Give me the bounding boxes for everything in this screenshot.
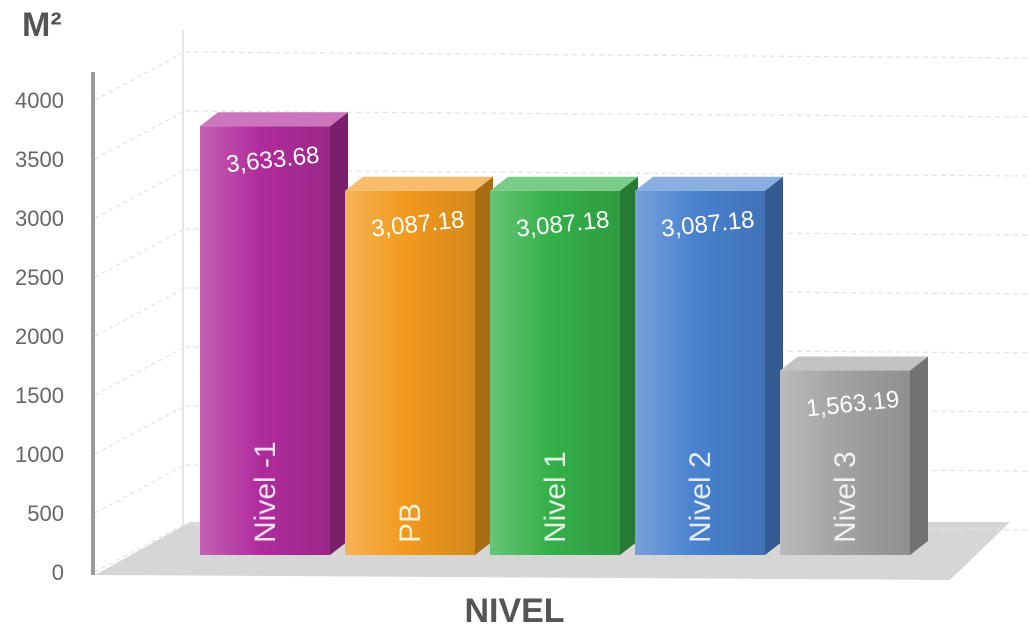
bar-5 [780, 370, 910, 555]
gridline [184, 51, 1029, 59]
bar-side [475, 176, 493, 555]
gridline-diagonal [94, 228, 186, 278]
gridline-diagonal [94, 51, 186, 101]
gridline-diagonal [94, 523, 186, 573]
x-axis-title: NIVEL [464, 592, 565, 630]
category-label: PB [394, 503, 427, 543]
y-tick-label: 4000 [15, 88, 64, 113]
bar-top [635, 176, 783, 191]
category-label: Nivel -1 [249, 441, 282, 543]
y-tick-label: 0 [52, 560, 64, 585]
bar-top [780, 356, 928, 371]
bar-top [345, 176, 493, 191]
bar-side [620, 176, 638, 555]
y-tick-label: 1000 [15, 442, 64, 467]
bar-3 [490, 190, 620, 555]
category-label: Nivel 3 [829, 451, 862, 543]
y-axis-title: M² [22, 6, 62, 44]
gridline-diagonal [94, 464, 186, 514]
bar-4 [635, 190, 765, 555]
gridline-diagonal [94, 346, 186, 396]
y-tick-label: 1500 [15, 383, 64, 408]
gridline [184, 287, 1029, 295]
gridline-diagonal [94, 169, 186, 219]
y-tick-label: 2500 [15, 265, 64, 290]
category-label: Nivel 1 [539, 451, 572, 543]
gridline [184, 110, 1029, 118]
gridline [184, 169, 1029, 177]
category-label: Nivel 2 [684, 451, 717, 543]
gridline-diagonal [94, 287, 186, 337]
bar-side [910, 356, 928, 555]
gridline [184, 346, 1029, 354]
y-tick-label: 2000 [15, 324, 64, 349]
y-tick-label: 500 [27, 501, 64, 526]
y-tick-label: 3000 [15, 206, 64, 231]
bar-2 [345, 190, 475, 555]
y-tick-label: 3500 [15, 147, 64, 172]
bar-1 [200, 126, 330, 555]
bar-side [330, 112, 348, 555]
gridline [184, 228, 1029, 236]
gridline-diagonal [94, 405, 186, 455]
bar-side [765, 176, 783, 555]
bar-top [490, 176, 638, 191]
gridline-diagonal [94, 110, 186, 160]
bar-top [200, 112, 348, 127]
